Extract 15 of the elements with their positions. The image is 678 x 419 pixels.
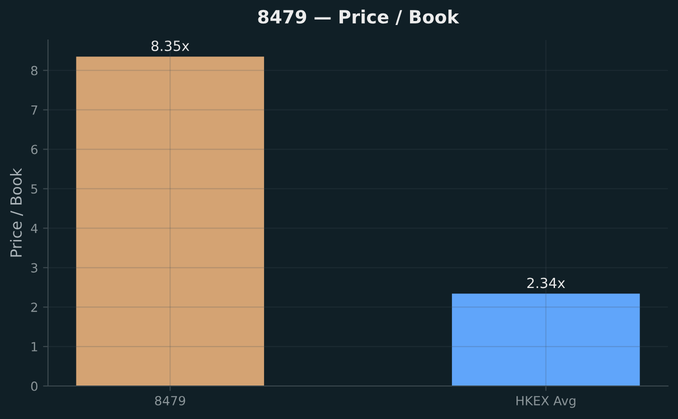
y-tick-label: 3 bbox=[31, 263, 38, 273]
y-tick-label: 4 bbox=[30, 224, 38, 233]
y-tick-label: 1 bbox=[32, 342, 38, 352]
x-tick-label: 8479 bbox=[155, 396, 186, 406]
data-label: 2.34x bbox=[527, 278, 565, 288]
y-tick-label: 0 bbox=[31, 381, 38, 391]
data-label: 8.35x bbox=[151, 40, 190, 52]
y-tick-label: 8 bbox=[31, 66, 38, 76]
y-tick-label: 6 bbox=[31, 144, 38, 154]
y-tick-label: 7 bbox=[31, 105, 38, 115]
y-axis-title: Price / Book bbox=[10, 168, 24, 257]
chart-title: 8479 — Price / Book bbox=[258, 10, 460, 26]
y-tick-label: 2 bbox=[31, 302, 38, 312]
y-tick-label: 5 bbox=[31, 184, 38, 194]
x-tick-label: HKEX Avg bbox=[516, 396, 576, 408]
